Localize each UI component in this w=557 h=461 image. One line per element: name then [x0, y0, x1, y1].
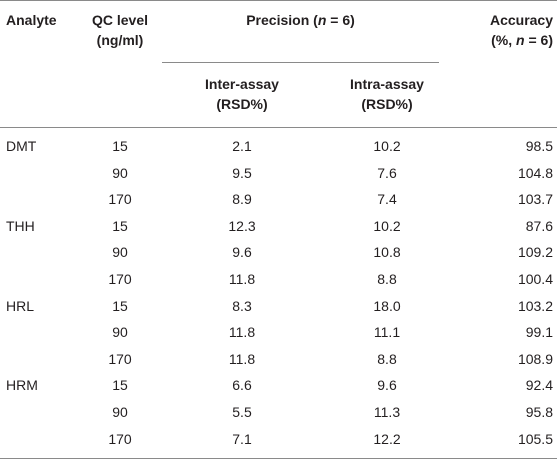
header-bottom-rule: [0, 127, 557, 128]
header-precision-n: n: [317, 12, 327, 28]
cell-accuracy: 95.8: [525, 404, 553, 420]
cell-inter-assay: 9.6: [232, 244, 252, 260]
cell-intra-assay: 11.3: [373, 404, 401, 420]
cell-accuracy: 100.4: [517, 271, 553, 287]
cell-inter-assay: 12.3: [228, 218, 256, 234]
cell-intra-assay: 8.8: [377, 271, 397, 287]
cell-qc-level: 90: [112, 165, 128, 181]
header-intra-assay-line2: (RSD%): [361, 96, 413, 112]
cell-inter-assay: 9.5: [232, 165, 252, 181]
header-accuracy-line1: Accuracy: [489, 12, 553, 28]
cell-inter-assay: 2.1: [232, 138, 252, 154]
cell-analyte: [6, 350, 66, 368]
cell-qc-level: 170: [108, 191, 132, 207]
cell-intra-assay: 12.2: [373, 431, 401, 447]
header-inter-assay-line2: (RSD%): [216, 96, 268, 112]
cell-intra-assay: 10.8: [373, 244, 401, 260]
cell-accuracy: 109.2: [517, 244, 553, 260]
header-accuracy-line2: (%, n = 6): [450, 30, 557, 50]
header-inter-assay-line1: Inter-assay: [205, 76, 279, 92]
header-intra-assay: Intra-assay (RSD%): [310, 74, 464, 114]
cell-inter-assay: 11.8: [228, 271, 256, 287]
precision-subrule: [162, 62, 439, 63]
header-qc-level-line1: QC level: [91, 12, 149, 28]
header-precision-suffix: = 6): [326, 12, 355, 28]
cell-qc-level: 170: [108, 271, 132, 287]
cell-accuracy: 99.1: [525, 324, 553, 340]
cell-analyte: HRL: [6, 298, 35, 314]
cell-inter-assay: 11.8: [228, 324, 256, 340]
header-inter-assay: Inter-assay (RSD%): [162, 74, 322, 114]
cell-inter-assay: 8.3: [232, 298, 252, 314]
cell-qc-level: 15: [112, 298, 128, 314]
bottom-rule: [0, 458, 557, 459]
cell-intra-assay: 8.8: [377, 351, 397, 367]
header-analyte: Analyte: [6, 12, 57, 28]
cell-qc-level: 170: [108, 351, 132, 367]
top-rule: [0, 0, 557, 1]
cell-accuracy: 98.5: [525, 138, 553, 154]
cell-accuracy: 105.5: [517, 431, 553, 447]
cell-qc-level: 90: [112, 404, 128, 420]
cell-qc-level: 15: [112, 377, 128, 393]
header-precision-prefix: Precision (: [246, 12, 318, 28]
header-accuracy-line2-n: n: [516, 32, 525, 48]
cell-analyte: [6, 323, 66, 341]
cell-analyte: [6, 164, 66, 182]
header-accuracy-line2-suffix: = 6): [524, 32, 553, 48]
cell-intra-assay: 9.6: [377, 377, 397, 393]
cell-analyte: [6, 430, 66, 448]
cell-analyte: [6, 190, 66, 208]
cell-analyte: HRM: [6, 377, 38, 393]
cell-analyte: [6, 270, 66, 288]
cell-qc-level: 170: [108, 431, 132, 447]
cell-inter-assay: 8.9: [232, 191, 252, 207]
cell-analyte: [6, 243, 66, 261]
cell-accuracy: 103.7: [517, 191, 553, 207]
cell-inter-assay: 11.8: [228, 351, 256, 367]
cell-accuracy: 92.4: [525, 377, 553, 393]
cell-accuracy: 108.9: [517, 351, 553, 367]
header-accuracy-line2-prefix: (%,: [491, 32, 517, 48]
cell-accuracy: 103.2: [517, 298, 553, 314]
cell-accuracy: 104.8: [517, 165, 553, 181]
cell-qc-level: 90: [112, 244, 128, 260]
cell-intra-assay: 7.6: [377, 165, 397, 181]
cell-intra-assay: 10.2: [373, 218, 401, 234]
cell-intra-assay: 7.4: [377, 191, 397, 207]
cell-analyte: DMT: [6, 138, 37, 154]
cell-intra-assay: 11.1: [373, 324, 401, 340]
cell-intra-assay: 18.0: [373, 298, 401, 314]
cell-analyte: [6, 403, 66, 421]
cell-qc-level: 15: [112, 218, 128, 234]
cell-qc-level: 15: [112, 138, 128, 154]
cell-inter-assay: 7.1: [232, 431, 252, 447]
header-accuracy: Accuracy (%, n = 6): [450, 10, 557, 50]
header-qc-level-line2: (ng/ml): [96, 32, 144, 48]
cell-analyte: THH: [6, 218, 35, 234]
cell-intra-assay: 10.2: [373, 138, 401, 154]
cell-inter-assay: 6.6: [232, 377, 252, 393]
cell-qc-level: 90: [112, 324, 128, 340]
header-precision: Precision (n = 6): [162, 10, 439, 30]
cell-inter-assay: 5.5: [232, 404, 252, 420]
cell-accuracy: 87.6: [525, 218, 553, 234]
header-qc-level: QC level (ng/ml): [75, 10, 165, 50]
header-intra-assay-line1: Intra-assay: [350, 76, 424, 92]
